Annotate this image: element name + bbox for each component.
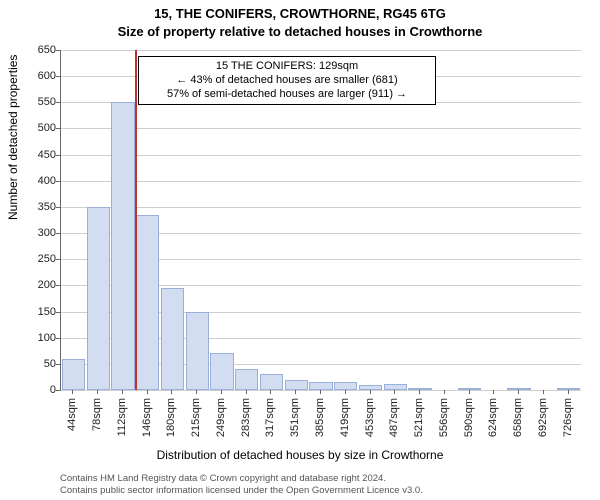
x-tick-mark [147, 390, 148, 394]
x-tick-mark [518, 390, 519, 394]
y-tick-label: 450 [0, 149, 56, 161]
x-tick-label: 487sqm [388, 398, 400, 437]
x-tick-label: 249sqm [215, 398, 227, 437]
x-tick-label: 590sqm [463, 398, 475, 437]
y-tick-label: 0 [0, 384, 56, 396]
chart-title-line1: 15, THE CONIFERS, CROWTHORNE, RG45 6TG [0, 6, 600, 21]
x-axis: 44sqm 78sqm 112sqm 146sqm 180sqm 215sqm 249sqm… [60, 390, 580, 450]
x-tick-mark [568, 390, 569, 394]
gridline [61, 128, 581, 129]
x-tick-label: 658sqm [512, 398, 524, 437]
x-tick-mark [419, 390, 420, 394]
x-tick-label: 692sqm [537, 398, 549, 437]
gridline [61, 50, 581, 51]
x-tick-label: 521sqm [413, 398, 425, 437]
x-tick-label: 146sqm [141, 398, 153, 437]
x-tick-label: 112sqm [116, 398, 128, 436]
x-tick-mark [295, 390, 296, 394]
y-axis: 050100150200250300350400450500550600650 [0, 50, 60, 390]
x-tick-mark [270, 390, 271, 394]
x-tick-mark [469, 390, 470, 394]
histogram-bar [111, 102, 134, 390]
x-tick-mark [72, 390, 73, 394]
histogram-bar [186, 312, 209, 390]
histogram-bar [62, 359, 85, 390]
footer: Contains HM Land Registry data © Crown c… [60, 473, 580, 496]
x-tick-label: 78sqm [91, 398, 103, 431]
y-tick-label: 150 [0, 306, 56, 318]
y-tick-label: 300 [0, 227, 56, 239]
x-tick-mark [394, 390, 395, 394]
footer-line: Contains public sector information licen… [60, 485, 580, 496]
x-axis-label: Distribution of detached houses by size … [0, 448, 600, 462]
x-tick-mark [246, 390, 247, 394]
x-tick-label: 283sqm [240, 398, 252, 437]
x-tick-label: 180sqm [165, 398, 177, 437]
x-tick-mark [543, 390, 544, 394]
gridline [61, 155, 581, 156]
x-tick-label: 624sqm [487, 398, 499, 437]
y-tick-label: 50 [0, 358, 56, 370]
x-tick-mark [171, 390, 172, 394]
histogram-bar [260, 374, 283, 390]
x-tick-label: 556sqm [438, 398, 450, 437]
annotation-box: 15 THE CONIFERS: 129sqm ← 43% of detache… [138, 56, 436, 105]
histogram-bar [161, 288, 184, 390]
x-tick-label: 351sqm [289, 398, 301, 437]
x-tick-label: 726sqm [562, 398, 574, 437]
y-tick-label: 650 [0, 44, 56, 56]
gridline [61, 207, 581, 208]
histogram-bar [285, 380, 308, 390]
histogram-chart: 15, THE CONIFERS, CROWTHORNE, RG45 6TG S… [0, 0, 600, 500]
footer-line: Contains HM Land Registry data © Crown c… [60, 473, 580, 484]
x-tick-mark [370, 390, 371, 394]
subject-marker-line [135, 50, 137, 390]
histogram-bar [136, 215, 159, 390]
x-tick-label: 215sqm [190, 398, 202, 437]
x-tick-mark [97, 390, 98, 394]
x-tick-mark [345, 390, 346, 394]
x-tick-mark [122, 390, 123, 394]
x-tick-mark [221, 390, 222, 394]
histogram-bar [309, 382, 332, 390]
y-tick-label: 250 [0, 253, 56, 265]
y-tick-label: 350 [0, 201, 56, 213]
x-tick-label: 453sqm [364, 398, 376, 437]
y-tick-label: 200 [0, 279, 56, 291]
y-tick-label: 600 [0, 70, 56, 82]
x-tick-mark [444, 390, 445, 394]
y-tick-label: 550 [0, 96, 56, 108]
x-tick-label: 317sqm [264, 398, 276, 437]
x-tick-label: 385sqm [314, 398, 326, 437]
y-tick-label: 500 [0, 122, 56, 134]
y-tick-label: 100 [0, 332, 56, 344]
gridline [61, 181, 581, 182]
y-tick-label: 400 [0, 175, 56, 187]
x-tick-label: 419sqm [339, 398, 351, 437]
histogram-bar [87, 207, 110, 390]
x-tick-mark [493, 390, 494, 394]
annotation-line: 57% of semi-detached houses are larger (… [147, 88, 427, 102]
histogram-bar [334, 382, 357, 390]
histogram-bar [235, 369, 258, 390]
annotation-line: 15 THE CONIFERS: 129sqm [147, 60, 427, 74]
chart-title-line2: Size of property relative to detached ho… [0, 24, 600, 39]
x-tick-mark [320, 390, 321, 394]
histogram-bar [210, 353, 233, 390]
x-tick-label: 44sqm [66, 398, 78, 431]
annotation-line: ← 43% of detached houses are smaller (68… [147, 74, 427, 88]
x-tick-mark [196, 390, 197, 394]
